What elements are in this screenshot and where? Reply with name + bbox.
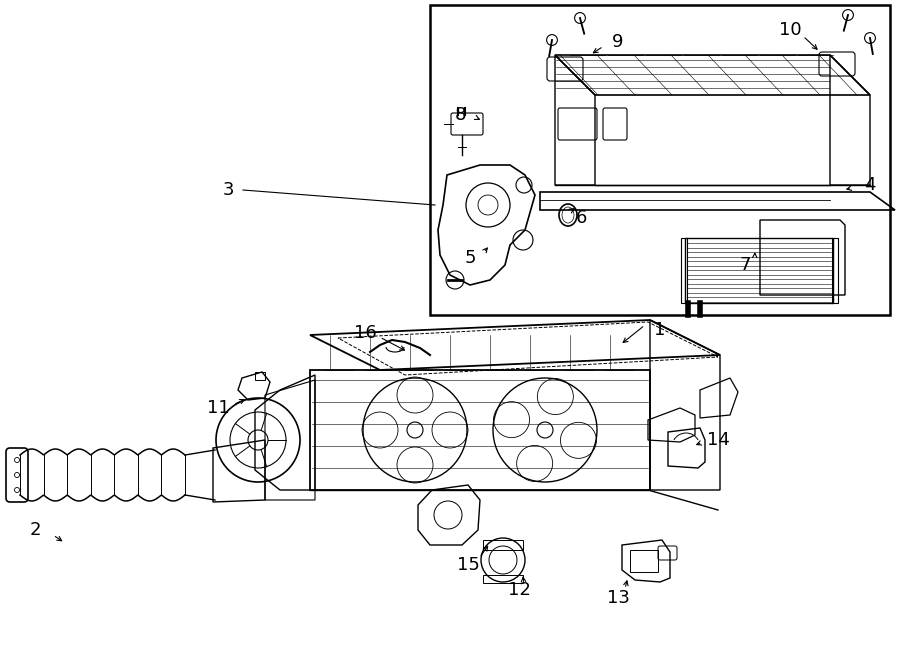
Text: 2: 2 (29, 521, 40, 539)
Text: 3: 3 (222, 181, 234, 199)
Text: 6: 6 (575, 209, 587, 227)
Text: 13: 13 (607, 589, 629, 607)
Text: 9: 9 (612, 33, 624, 51)
Text: 4: 4 (864, 176, 876, 194)
Text: 10: 10 (778, 21, 801, 39)
Bar (483, 540, 523, 550)
Text: 7: 7 (739, 256, 751, 274)
Text: 16: 16 (354, 324, 376, 342)
Bar (255, 372, 265, 380)
Text: 11: 11 (207, 399, 230, 417)
Text: 14: 14 (706, 431, 729, 449)
Text: 8: 8 (454, 106, 465, 124)
Bar (630, 550, 658, 572)
Text: 1: 1 (654, 321, 666, 339)
Text: 12: 12 (508, 581, 530, 599)
Bar (685, 238, 833, 303)
Bar (430, 5, 890, 315)
Text: 15: 15 (456, 556, 480, 574)
Bar (681, 238, 687, 303)
Bar (483, 575, 523, 583)
Bar (832, 238, 838, 303)
Text: 5: 5 (464, 249, 476, 267)
